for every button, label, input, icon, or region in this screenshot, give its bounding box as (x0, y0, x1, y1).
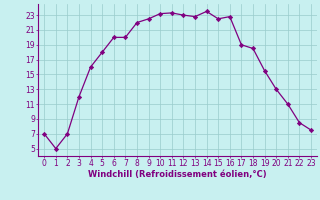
X-axis label: Windchill (Refroidissement éolien,°C): Windchill (Refroidissement éolien,°C) (88, 170, 267, 179)
